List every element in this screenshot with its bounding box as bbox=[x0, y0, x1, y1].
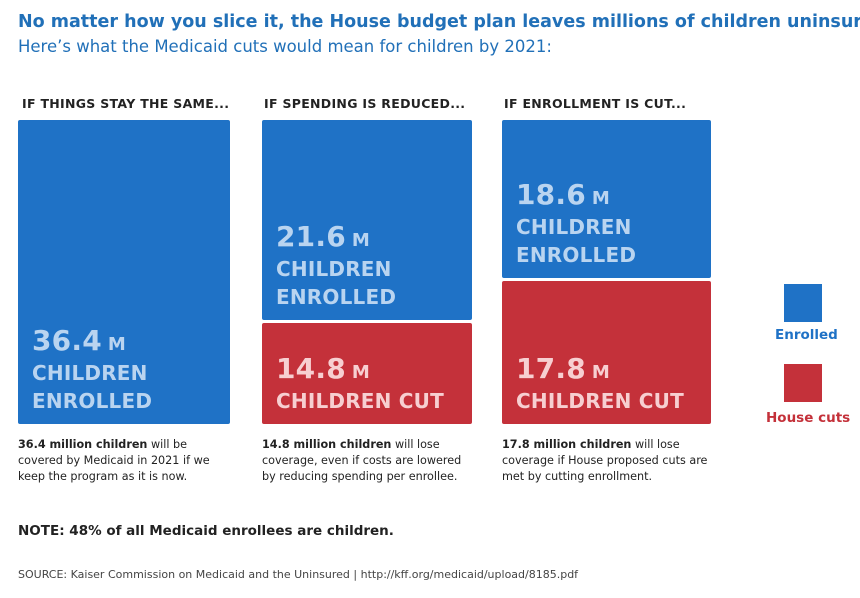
bar-label: 36.4 M CHILDREN ENROLLED bbox=[32, 324, 153, 414]
bar-c0-enrolled: 36.4 M CHILDREN ENROLLED bbox=[18, 120, 230, 424]
bar-c2-enrolled: 18.6 M CHILDREN ENROLLED bbox=[502, 120, 711, 278]
bar-label: 21.6 M CHILDREN ENROLLED bbox=[276, 220, 397, 310]
bar-label: 18.6 M CHILDREN ENROLLED bbox=[516, 178, 637, 268]
note-c0: 36.4 million children will be covered by… bbox=[18, 438, 210, 483]
bar-c1-enrolled: 21.6 M CHILDREN ENROLLED bbox=[262, 120, 472, 320]
footer-note: NOTE: 48% of all Medicaid enrollees are … bbox=[18, 523, 394, 539]
bar-c2-cut: 17.8 M CHILDREN CUT bbox=[502, 281, 711, 424]
legend-label-enrolled: Enrolled bbox=[775, 327, 838, 343]
note-c2: 17.8 million children will lose coverage… bbox=[502, 438, 708, 483]
column-header-enrollment: IF ENROLLMENT IS CUT... bbox=[504, 96, 687, 111]
bar-label: 17.8 M CHILDREN CUT bbox=[516, 352, 684, 414]
legend-swatch-enrolled bbox=[784, 284, 822, 322]
chart-title: No matter how you slice it, the House bu… bbox=[18, 12, 860, 32]
legend-swatch-cut bbox=[784, 364, 822, 402]
bar-c1-cut: 14.8 M CHILDREN CUT bbox=[262, 323, 472, 424]
legend-label-cut: House cuts bbox=[766, 410, 851, 426]
column-header-same: IF THINGS STAY THE SAME... bbox=[22, 96, 230, 111]
bar-label: 14.8 M CHILDREN CUT bbox=[276, 352, 444, 414]
note-c1: 14.8 million children will lose coverage… bbox=[262, 438, 462, 483]
column-header-spending: IF SPENDING IS REDUCED... bbox=[264, 96, 466, 111]
source-line: SOURCE: Kaiser Commission on Medicaid an… bbox=[18, 568, 579, 581]
chart-subtitle: Here’s what the Medicaid cuts would mean… bbox=[18, 37, 552, 56]
